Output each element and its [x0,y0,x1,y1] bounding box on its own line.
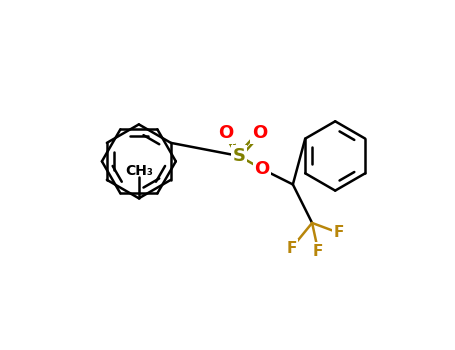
Text: O: O [254,160,270,178]
Text: S: S [233,147,245,165]
Text: O: O [252,124,268,142]
Text: F: F [313,244,324,259]
Text: F: F [334,225,344,240]
Text: O: O [218,124,233,142]
Text: F: F [286,241,297,256]
Text: CH₃: CH₃ [125,163,153,177]
